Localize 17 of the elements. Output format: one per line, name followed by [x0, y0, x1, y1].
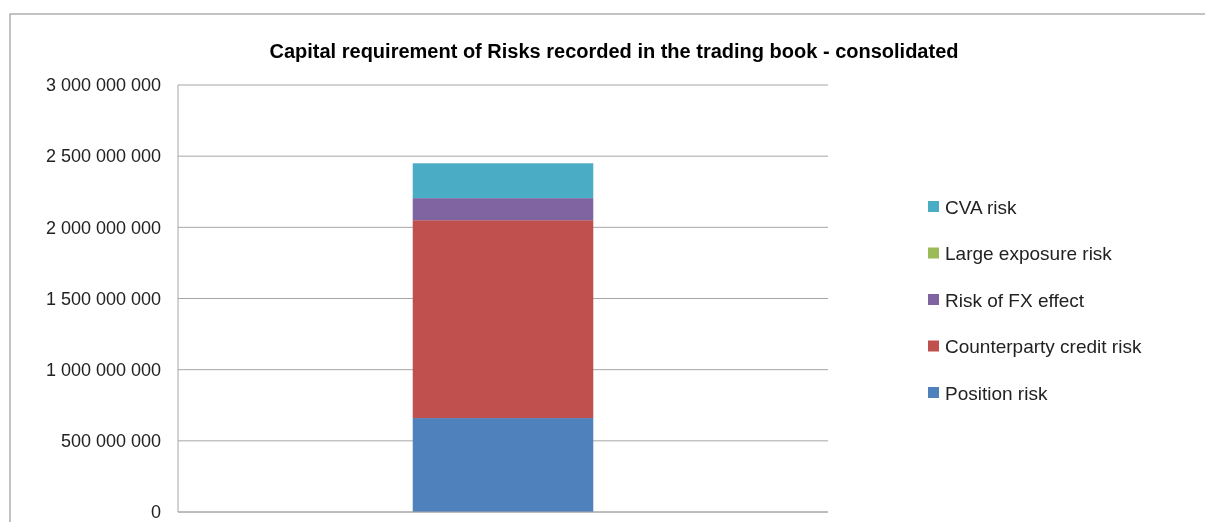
- y-tick-label: 2 500 000 000: [45, 146, 161, 167]
- y-tick-label: 0: [150, 502, 161, 522]
- legend-label: Large exposure risk: [945, 243, 1113, 265]
- legend-label: CVA risk: [945, 196, 1017, 218]
- y-tick-label: 1 500 000 000: [45, 288, 161, 309]
- chart-title: Capital requirement of Risks recorded in the trading book - consolidated: [269, 40, 959, 62]
- bar: [412, 418, 594, 512]
- y-tick-label: 500 000 000: [60, 431, 161, 452]
- y-tick-label: 1 000 000 000: [45, 359, 161, 380]
- bar: [412, 198, 594, 221]
- legend-label: Counterparty credit risk: [945, 336, 1142, 358]
- y-tick-label: 2 000 000 000: [45, 217, 161, 238]
- bar: [412, 220, 594, 419]
- legend-label: Position risk: [945, 382, 1048, 404]
- y-tick-label: 3 000 000 000: [45, 75, 161, 96]
- legend-label: Risk of FX effect: [945, 289, 1085, 311]
- bar: [412, 163, 594, 199]
